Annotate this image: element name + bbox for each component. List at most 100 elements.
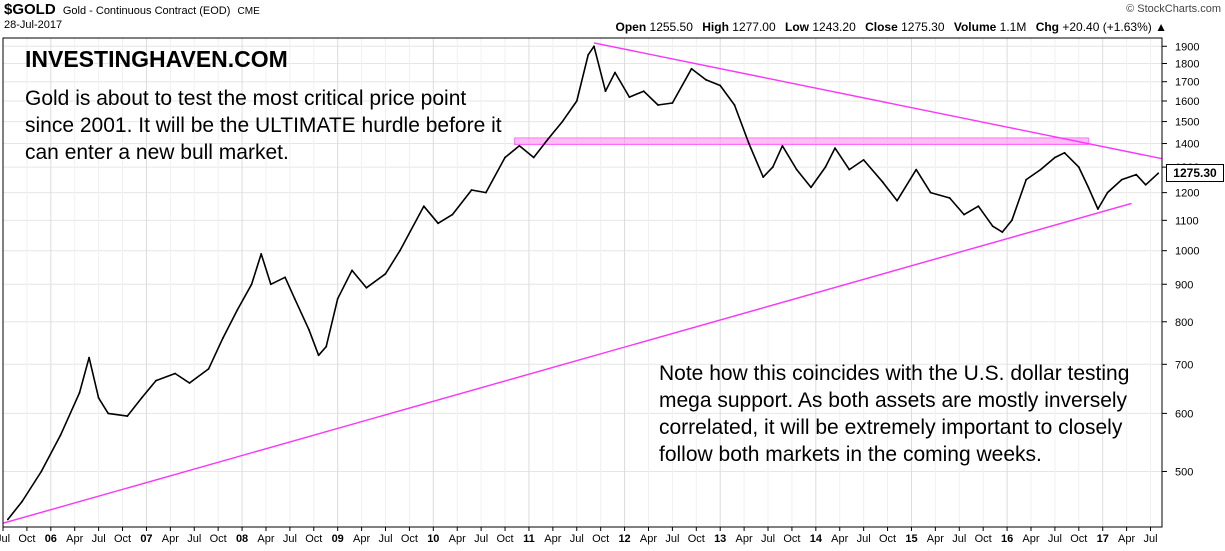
x-tick-label: Jul [187, 533, 201, 545]
price-point [834, 147, 836, 150]
price-point [547, 138, 549, 140]
price-point [587, 53, 590, 56]
volume-label: Volume [953, 20, 997, 34]
price-point [126, 415, 129, 417]
price-point [317, 354, 320, 357]
x-tick-label: Oct [592, 533, 609, 545]
x-tick-label: 13 [714, 533, 726, 545]
price-point [1120, 178, 1123, 181]
price-point [174, 372, 177, 375]
y-tick-label: 1900 [1175, 41, 1199, 53]
price-point [451, 213, 454, 216]
price-point [59, 434, 62, 437]
price-point [915, 168, 918, 171]
price-point [705, 78, 707, 81]
brand-logo: © StockCharts.com [1126, 3, 1221, 15]
symbol: $GOLD [4, 1, 56, 18]
lower-trendline [2, 202, 1132, 524]
x-tick-label: Oct [210, 533, 227, 545]
plot-frame [2, 37, 1163, 528]
y-tick-label: 1600 [1175, 96, 1199, 108]
price-point [284, 276, 286, 279]
x-tick-label: Apr [640, 533, 657, 545]
upper-trendline [593, 42, 1163, 160]
x-tick-label: Apr [544, 533, 561, 545]
annotation-note-1: Gold is about to test the most critical … [25, 87, 502, 164]
y-tick-label: 600 [1175, 408, 1193, 420]
chg-label: Chg [1035, 20, 1060, 34]
price-point [250, 283, 253, 286]
price-point [771, 166, 774, 169]
price-point [628, 96, 631, 98]
x-tick-label: Apr [736, 533, 753, 545]
price-point [308, 328, 310, 331]
open-value: 1255.50 [649, 20, 693, 34]
x-tick-label: Oct [305, 533, 322, 545]
chg-arrow-icon: ▲ [1155, 20, 1167, 34]
x-tick-label: Apr [162, 533, 179, 545]
axis-layer: 5006007008009001000110012001300140015001… [0, 37, 1199, 545]
price-point [260, 253, 263, 255]
price-point [719, 84, 722, 87]
price-point [762, 176, 765, 179]
x-tick-label: Oct [1070, 533, 1087, 545]
x-tick-label: 09 [332, 533, 344, 545]
price-point [1025, 178, 1028, 181]
price-point [470, 189, 473, 191]
price-point [1039, 168, 1042, 171]
y-tick-label: 1800 [1175, 58, 1199, 70]
x-tick-label: Jul [761, 533, 775, 545]
x-tick-label: Oct [783, 533, 800, 545]
y-tick-label: 1700 [1175, 77, 1199, 89]
price-point [293, 297, 296, 300]
price-point [948, 197, 951, 199]
price-point [88, 356, 90, 359]
price-point [848, 168, 851, 171]
y-tick-label: 1500 [1175, 117, 1199, 129]
y-tick-label: 1200 [1175, 188, 1199, 200]
volume-value: 1.1M [999, 20, 1027, 34]
price-point [810, 186, 812, 189]
chg-value: +20.40 (+1.63%) [1062, 20, 1152, 34]
price-point [575, 100, 578, 102]
price-point [561, 120, 564, 123]
price-point [1157, 172, 1160, 175]
price-point [78, 391, 81, 394]
x-tick-label: Apr [353, 533, 370, 545]
price-point [642, 90, 645, 93]
x-tick-label: Apr [831, 533, 848, 545]
x-tick-label: Oct [688, 533, 705, 545]
x-tick-label: Jul [665, 533, 679, 545]
price-point [207, 368, 210, 370]
x-tick-label: Apr [257, 533, 274, 545]
y-tick-label: 1000 [1175, 246, 1199, 258]
high-value: 1277.00 [732, 20, 776, 34]
price-point [896, 199, 898, 202]
x-tick-label: Oct [975, 533, 992, 545]
x-tick-label: 08 [236, 533, 248, 545]
y-tick-label: 500 [1175, 466, 1193, 478]
open-label: Open [615, 20, 647, 34]
price-point [325, 345, 328, 348]
x-tick-label: Jul [570, 533, 584, 545]
price-point [336, 297, 339, 300]
price-point [351, 269, 353, 272]
price-point [1077, 166, 1080, 169]
x-tick-label: 06 [45, 533, 57, 545]
price-point [1097, 208, 1099, 210]
price-point [748, 142, 750, 145]
low-value: 1243.20 [812, 20, 856, 34]
resistance-band-layer [514, 137, 1089, 145]
x-tick-label: Oct [18, 533, 35, 545]
symbol-description: Gold - Continuous Contract (EOD) [62, 5, 231, 17]
x-tick-label: 11 [523, 533, 535, 545]
chart-date: 28-Jul-2017 [4, 19, 63, 31]
price-point [188, 382, 191, 384]
x-tick-label: 15 [905, 533, 917, 545]
x-tick-label: Jul [1143, 533, 1157, 545]
price-point [21, 500, 23, 503]
price-point [657, 104, 659, 106]
symbol-header: $GOLD Gold - Continuous Contract (EOD) C… [4, 1, 260, 18]
x-tick-label: Jul [857, 533, 871, 545]
